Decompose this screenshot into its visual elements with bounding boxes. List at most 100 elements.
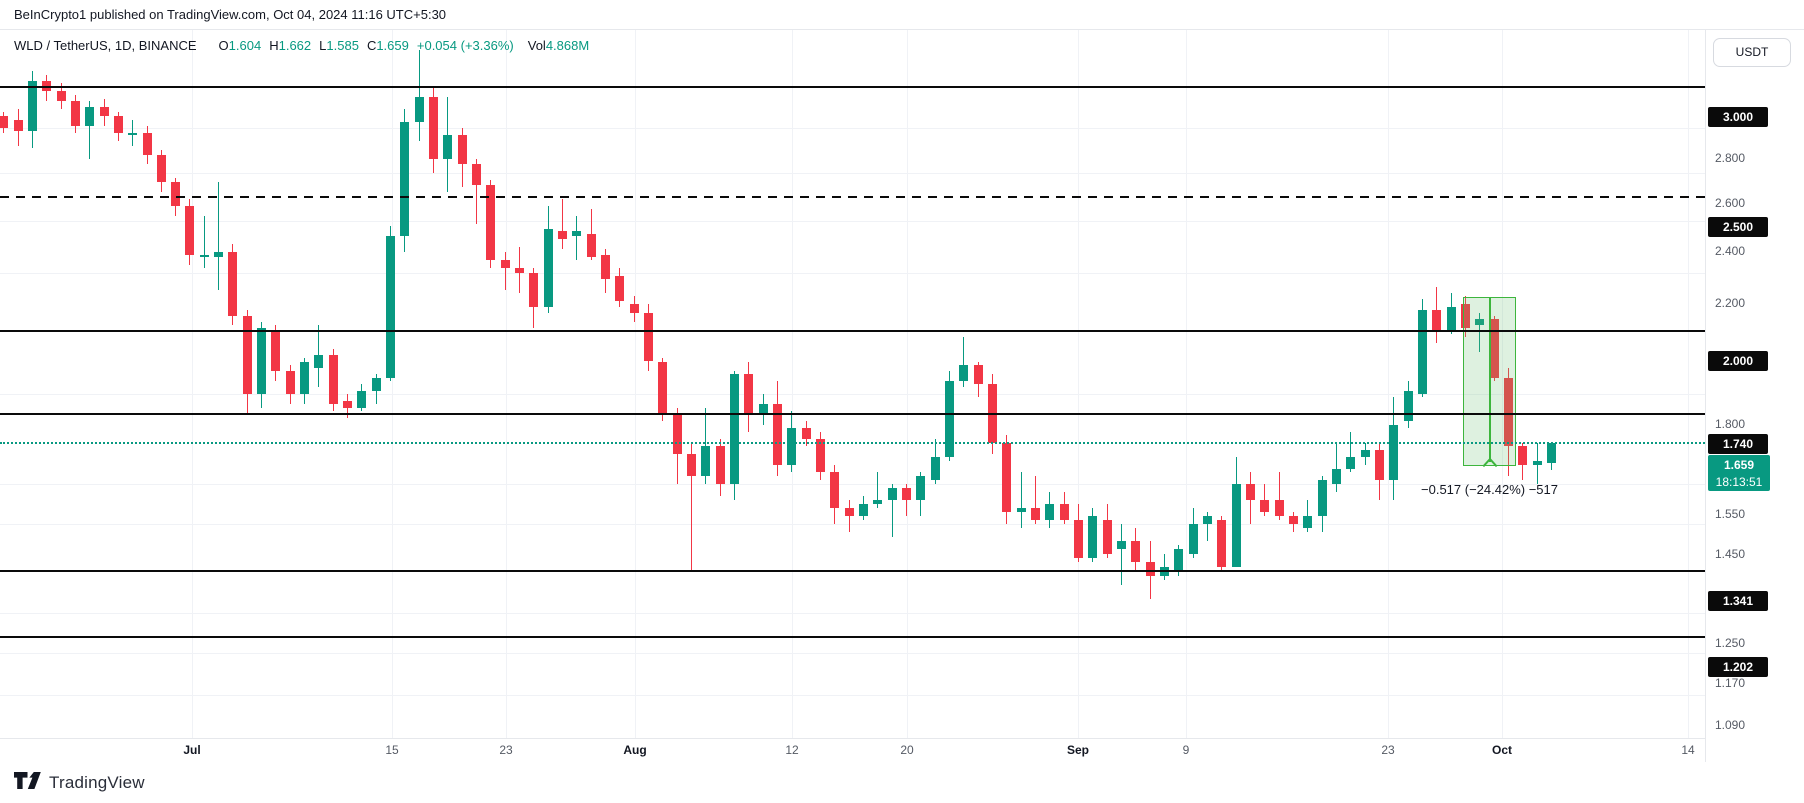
- price-level-line[interactable]: [0, 329, 1705, 332]
- candle: [1303, 515, 1313, 529]
- open-label: O: [218, 38, 229, 53]
- price-level-line[interactable]: [0, 413, 1705, 416]
- time-gridline: [506, 30, 507, 738]
- candle-wick: [1120, 523, 1122, 585]
- candle: [128, 132, 138, 135]
- candle-wick: [848, 499, 850, 533]
- candle: [242, 315, 252, 394]
- candle: [1546, 443, 1556, 464]
- time-gridline: [792, 30, 793, 738]
- candle-wick: [418, 50, 420, 142]
- candle-wick: [562, 198, 564, 250]
- candle: [816, 439, 825, 473]
- candle: [558, 231, 568, 239]
- measurement-arrow: [1488, 296, 1491, 462]
- candle: [1446, 307, 1456, 331]
- time-axis-label: 23: [1381, 743, 1395, 757]
- candle: [171, 182, 181, 207]
- candle: [615, 276, 625, 302]
- volume-label: Vol: [527, 38, 546, 53]
- candle: [99, 107, 109, 116]
- tradingview-logo[interactable]: TradingView: [14, 771, 145, 795]
- candle: [916, 476, 926, 500]
- candle: [629, 304, 639, 313]
- candle: [156, 154, 166, 183]
- time-gridline: [635, 30, 636, 738]
- candle: [1245, 483, 1255, 500]
- candle: [113, 115, 123, 133]
- candle: [1460, 304, 1470, 328]
- candle: [1102, 519, 1112, 554]
- open-value: 1.604: [228, 38, 262, 53]
- candle: [429, 97, 439, 160]
- high-label: H: [269, 38, 279, 53]
- price-axis-label: 1.800: [1715, 417, 1746, 431]
- time-gridline: [1688, 30, 1689, 738]
- candle-wick: [1350, 431, 1352, 473]
- price-gridline: [0, 173, 1705, 174]
- candle: [486, 184, 496, 260]
- bar-countdown: 18:13:51: [1715, 475, 1763, 490]
- candle: [1217, 519, 1227, 567]
- candle: [830, 472, 840, 508]
- chart-pane[interactable]: WLD / TetherUS, 1D, BINANCE O1.604 H1.662 L…: [0, 30, 1705, 738]
- candle: [1002, 442, 1012, 512]
- candle: [1475, 318, 1485, 325]
- price-level-line[interactable]: [0, 86, 1705, 88]
- candle-wick: [1278, 472, 1280, 520]
- candle: [472, 163, 482, 185]
- time-axis[interactable]: Jul 15 23 Aug 12 20 Sep 9 23 Oct 14: [0, 738, 1705, 763]
- low-value: 1.585: [326, 38, 359, 53]
- candle: [987, 384, 997, 443]
- candle: [70, 101, 80, 127]
- time-axis-label: Sep: [1066, 743, 1090, 757]
- candle-wick: [877, 472, 879, 508]
- candle: [56, 91, 66, 102]
- symbol-title[interactable]: WLD / TetherUS, 1D, BINANCE: [14, 38, 197, 53]
- time-gridline: [1078, 30, 1079, 738]
- time-gridline: [192, 30, 193, 738]
- price-axis-label: 2.200: [1715, 296, 1746, 311]
- change-value: +0.054 (+3.36%): [416, 38, 514, 53]
- measurement-label: −0.517 (−24.42%) −517: [1421, 481, 1558, 497]
- candle: [687, 453, 697, 477]
- candle: [1045, 503, 1055, 520]
- candle: [744, 374, 754, 415]
- current-price-label: 1.659 18:13:51: [1708, 455, 1770, 492]
- candle: [1432, 310, 1442, 331]
- candle: [1374, 449, 1384, 480]
- candle: [730, 374, 740, 484]
- price-level-line[interactable]: [0, 569, 1705, 572]
- price-axis[interactable]: USDT 3.000 2.500 2.000 1.740 1.341 1.202 1.659…: [1705, 30, 1804, 762]
- price-gridline: [0, 128, 1705, 130]
- high-value: 1.662: [278, 38, 312, 53]
- candle: [13, 119, 23, 131]
- candle: [314, 355, 324, 368]
- price-gridline: [0, 652, 1705, 654]
- currency-toggle-button[interactable]: USDT: [1713, 38, 1791, 67]
- candle: [758, 404, 768, 415]
- price-level-line[interactable]: [0, 635, 1705, 638]
- candle: [901, 487, 911, 500]
- price-axis-label: 1.550: [1715, 506, 1746, 521]
- time-axis-label: 20: [900, 743, 914, 757]
- price-gridline: [0, 523, 1705, 525]
- time-gridline: [392, 30, 393, 738]
- candle: [773, 404, 783, 465]
- price-level-line[interactable]: [0, 195, 1705, 198]
- candle: [1274, 499, 1284, 516]
- volume-value: 4.868M: [545, 38, 590, 53]
- candle: [400, 122, 410, 237]
- price-axis-label: 2.800: [1715, 151, 1746, 166]
- candle: [285, 371, 295, 394]
- candle-wick: [891, 483, 893, 537]
- candle: [601, 254, 611, 279]
- candle: [1088, 515, 1098, 559]
- candle: [672, 414, 682, 454]
- candle: [1317, 480, 1327, 516]
- candle: [500, 259, 510, 268]
- candle: [386, 236, 396, 378]
- price-level-label: 1.740: [1708, 434, 1768, 455]
- candle: [1116, 540, 1126, 550]
